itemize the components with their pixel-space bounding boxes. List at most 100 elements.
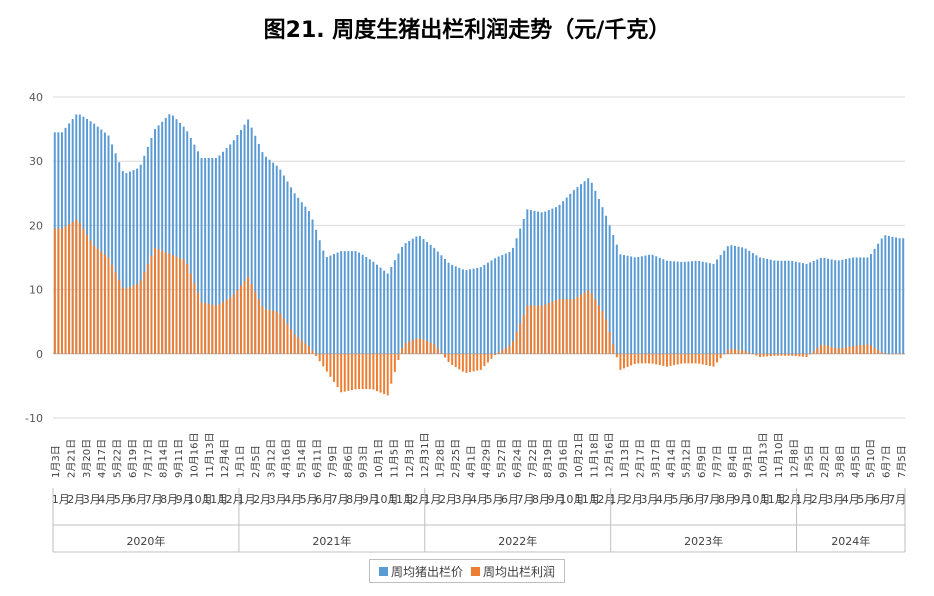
price-bar <box>597 198 600 354</box>
profit-bar <box>873 347 876 354</box>
profit-bar <box>529 305 532 354</box>
price-bar <box>708 263 711 354</box>
profit-bar <box>311 350 314 354</box>
price-bar <box>762 258 765 354</box>
profit-bar <box>708 353 711 366</box>
x-month-label: 7月 <box>516 493 534 506</box>
x-month-label: 3月 <box>455 493 473 506</box>
price-bar <box>268 159 271 354</box>
price-bar <box>265 156 267 354</box>
x-week-label: 7月22日 <box>527 439 539 478</box>
price-bar <box>146 146 149 354</box>
price-bar <box>347 251 350 354</box>
series-price-bars <box>53 114 905 354</box>
price-bar <box>128 171 131 354</box>
x-year-label: 2024年 <box>831 534 870 548</box>
profit-bar <box>86 234 88 354</box>
profit-bar <box>515 332 518 354</box>
price-bar <box>408 240 411 354</box>
profit-bar <box>375 353 378 392</box>
x-week-label: 5月12日 <box>681 439 693 478</box>
profit-bar <box>426 341 429 354</box>
price-bar <box>121 171 124 354</box>
price-bar <box>150 137 153 354</box>
price-bar <box>655 256 658 354</box>
x-week-label: 8月4日 <box>727 445 739 478</box>
price-bar <box>687 261 690 354</box>
price-bar <box>490 260 493 354</box>
profit-bar <box>408 341 411 354</box>
profit-bar <box>472 353 475 372</box>
profit-bar <box>827 345 830 354</box>
price-bar <box>769 259 772 354</box>
price-bar <box>895 237 898 354</box>
profit-bar <box>630 353 633 366</box>
profit-bar <box>68 224 71 354</box>
profit-bar <box>544 304 547 354</box>
profit-bar <box>347 353 350 391</box>
profit-bar <box>404 343 407 354</box>
price-bar <box>504 253 507 354</box>
profit-bar <box>812 351 815 354</box>
price-bar <box>819 257 822 354</box>
x-week-label: 4月1日 <box>465 445 477 478</box>
x-month-label: 3月 <box>269 493 287 506</box>
profit-bar <box>250 284 253 354</box>
price-bar <box>612 235 615 354</box>
x-week-label: 3月20日 <box>81 439 93 478</box>
legend-swatch-price <box>378 566 388 576</box>
x-week-label: 5月22日 <box>112 439 124 478</box>
price-bar <box>340 251 343 354</box>
profit-bar <box>368 353 371 390</box>
x-week-label: 6月24日 <box>511 439 523 478</box>
x-week-label: 6月9日 <box>696 445 708 478</box>
profit-bar <box>805 353 808 358</box>
price-bar <box>325 257 328 354</box>
profit-bar <box>801 353 804 357</box>
price-bar <box>898 238 901 354</box>
profit-bar <box>855 345 858 354</box>
price-bar <box>787 260 790 354</box>
chart-title: 图21. 周度生猪出栏利润走势（元/千克） <box>263 18 671 43</box>
x-month-label: 7月 <box>145 493 163 506</box>
profit-bar <box>497 352 500 354</box>
x-week-label: 12月31日 <box>419 433 431 478</box>
price-bar <box>436 251 439 354</box>
x-month-label: 8月 <box>346 493 364 506</box>
x-month-label: 6月 <box>129 493 147 506</box>
price-bar <box>103 132 106 354</box>
price-bar <box>483 264 486 354</box>
price-bar <box>587 178 590 354</box>
x-month-label: 12月 <box>219 493 244 506</box>
profit-bar <box>336 353 339 388</box>
profit-bar <box>243 281 246 354</box>
x-week-label: 5月27日 <box>496 439 508 478</box>
profit-bar <box>791 353 794 356</box>
profit-bar <box>100 251 103 354</box>
profit-bar <box>562 299 565 354</box>
price-bar <box>733 245 736 354</box>
price-bar <box>870 254 872 354</box>
x-month-label: 8月 <box>718 493 736 506</box>
price-bar <box>773 260 776 354</box>
price-bar <box>390 266 393 354</box>
profit-bar <box>490 353 493 359</box>
price-bar <box>537 211 540 354</box>
price-bar <box>222 151 225 354</box>
price-bar <box>444 258 446 354</box>
profit-bar <box>580 294 583 354</box>
profit-bar <box>508 345 511 354</box>
profit-bar <box>486 353 489 363</box>
profit-bar <box>537 305 540 354</box>
x-month-label: 6月 <box>315 493 333 506</box>
legend: 周均猪出栏价 周均出栏利润 <box>369 559 565 583</box>
profit-bar <box>848 346 851 354</box>
price-bar <box>565 197 568 354</box>
profit-bar <box>626 353 629 367</box>
price-bar <box>175 119 178 354</box>
profit-bar <box>171 255 174 354</box>
profit-bar <box>683 353 686 364</box>
profit-bar <box>852 346 855 354</box>
price-bar <box>365 257 368 354</box>
price-bar <box>354 251 357 354</box>
